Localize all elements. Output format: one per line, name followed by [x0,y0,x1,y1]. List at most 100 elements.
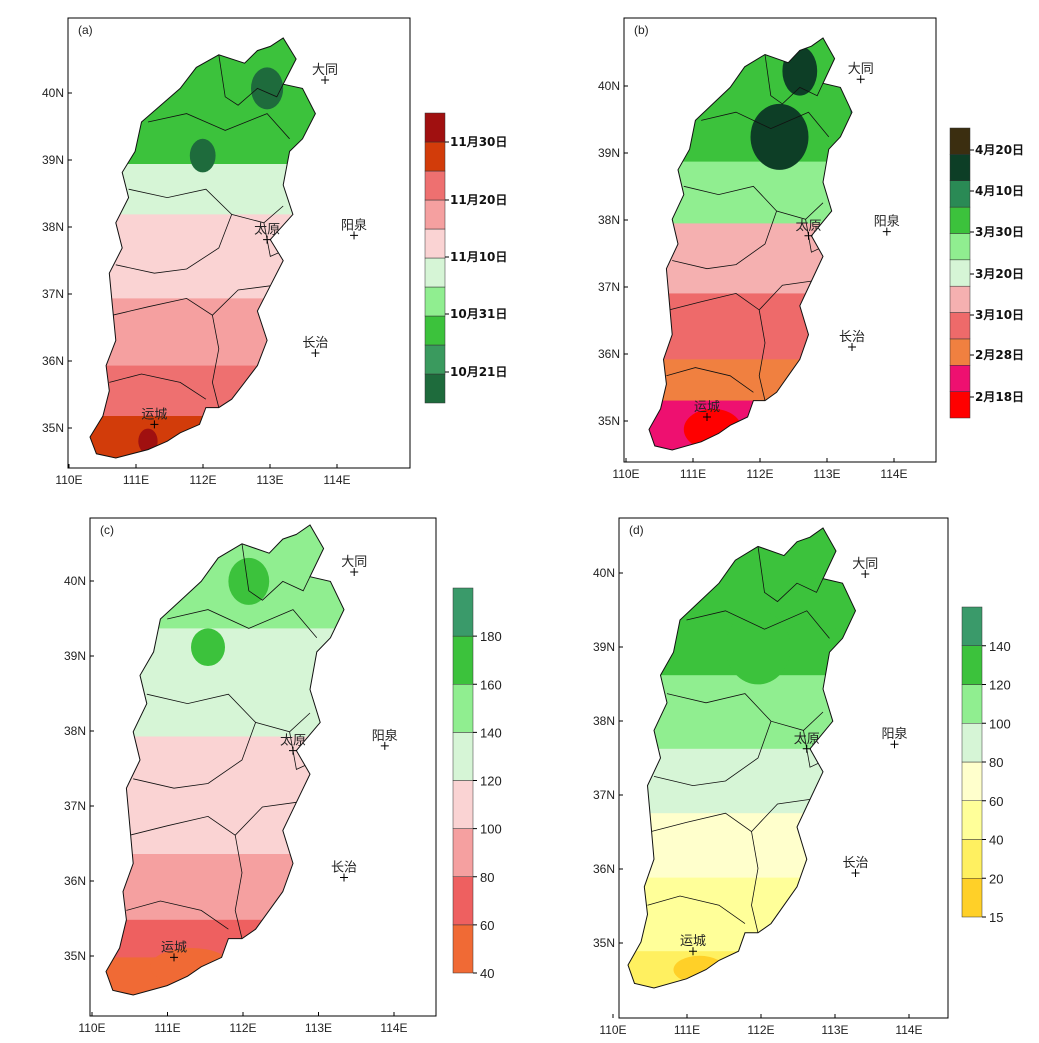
legend-swatch [424,373,446,404]
plot-frame [623,17,937,463]
province-outline [89,37,316,459]
legend-swatch [424,315,446,346]
contour-blob [750,103,809,170]
city-boundary [115,214,233,274]
legend-swatch [961,878,983,918]
legend-swatch [452,684,474,733]
city-boundary [764,54,824,105]
y-tick-label: 39N [593,640,615,654]
x-tick-label: 114E [895,1023,922,1037]
city-label: 长治 [839,330,865,345]
legend-label: 15 [989,910,1003,925]
contour-band [628,528,856,677]
city-label: 运城 [694,400,720,415]
legend-swatch [424,170,446,201]
legend-swatch [452,876,474,926]
legend-label: 80 [480,870,494,885]
city-boundary [647,895,746,924]
contour-band [649,359,852,402]
city-boundary [666,693,824,731]
legend-swatch [452,732,474,781]
city-marker [804,231,813,240]
city-boundary [218,54,284,106]
city-boundary [669,280,812,311]
city-boundary [234,835,243,939]
legend-label: 4月10日 [975,184,1024,198]
city-boundary [758,309,766,401]
city-label: 阳泉 [874,214,900,230]
legend-label: 100 [989,716,1011,731]
city-label: 阳泉 [341,217,367,233]
city-label: 太原 [794,732,820,747]
legend-swatch [452,780,474,829]
legend-label: 3月30日 [975,225,1024,239]
legend-label: 3月10日 [975,308,1024,322]
legend-label: 11月20日 [450,193,507,207]
legend-swatch [949,285,971,313]
legend-label: 60 [989,794,1003,809]
y-tick-label: 37N [64,799,86,813]
x-tick-label: 114E [380,1021,407,1035]
city-marker [289,746,297,755]
y-tick-label: 37N [42,287,64,301]
x-tick-label: 112E [189,473,216,487]
legend-label: 4月20日 [975,143,1024,157]
legend-swatch [424,344,446,375]
contour-blob [803,574,856,630]
contour-band [628,877,856,953]
legend-label: 10月31日 [450,307,507,321]
panel-label: (b) [634,23,649,37]
y-tick-label: 36N [598,347,620,361]
city-label: 大同 [848,62,874,77]
x-tick-label: 111E [154,1021,180,1035]
y-tick-label: 40N [64,574,86,588]
contour-band [106,736,344,855]
legend-swatch [424,257,446,288]
contour-band [106,854,344,921]
city-marker [350,568,359,576]
province-outline [627,527,857,989]
x-tick-label: 111E [123,473,149,487]
legend-swatch [452,635,474,685]
city-label: 大同 [852,557,878,572]
shaded-field [106,525,344,995]
city-label: 太原 [280,734,306,749]
city-marker [848,343,856,351]
city-label: 运城 [141,407,167,422]
shaded-field [90,38,316,458]
legend-label: 80 [989,755,1003,770]
y-tick-label: 38N [598,213,620,227]
y-tick-label: 36N [593,862,615,876]
legend-swatch [424,286,446,317]
city-label: 阳泉 [372,728,398,744]
legend-swatch [961,761,983,801]
city-boundary [146,693,311,733]
city-marker [380,741,389,750]
legend-swatch [424,228,446,259]
contour-band [106,525,344,630]
contour-blob [864,273,887,298]
legend-label: 11月30日 [450,135,507,149]
y-tick-label: 37N [593,788,615,802]
contour-blob [849,79,852,129]
city-marker [321,76,330,84]
contour-blob [191,628,225,666]
x-tick-label: 113E [305,1021,332,1035]
legend-swatch [961,723,983,763]
y-tick-label: 35N [593,936,615,950]
contour-blob [673,955,726,984]
contour-band [628,813,856,879]
legend-swatch [961,839,983,879]
legend-swatch [961,684,983,724]
city-label: 大同 [341,555,367,570]
legend-label: 120 [989,678,1011,693]
legend-swatch [949,154,971,181]
city-boundary [129,801,297,836]
city-label: 运城 [161,940,187,955]
legend-swatch [949,206,971,234]
shaded-field [628,528,856,988]
legend-swatch [452,828,474,877]
legend-swatch [949,365,971,392]
legend-label: 120 [480,774,502,789]
legend-label: 10月21日 [450,365,507,379]
